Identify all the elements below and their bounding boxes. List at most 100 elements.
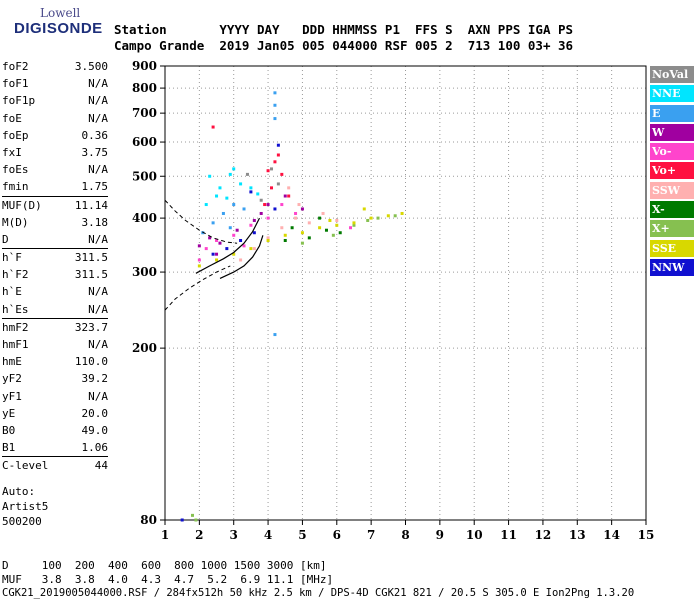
y-tick-label: 500 (132, 169, 157, 183)
param-value: 49.0 (81, 423, 109, 437)
scatter-point-vo- (211, 125, 215, 129)
param-row-foe: foE N/A (2, 110, 110, 127)
param-value: N/A (88, 338, 108, 351)
param-value: 3.75 (81, 145, 109, 159)
param-value: 110.0 (74, 355, 108, 369)
scatter-point-x- (283, 238, 287, 242)
param-name: foE (2, 111, 22, 125)
scatter-point-ssw (335, 218, 339, 222)
param-value: 0.36 (81, 128, 109, 142)
scatter-point-vo- (276, 153, 280, 157)
scatter-point-ssw (266, 236, 270, 240)
scatter-point-nne (208, 174, 212, 178)
param-value: N/A (88, 111, 108, 125)
scatter-point-sse (335, 223, 339, 227)
scatter-point-vo- (270, 186, 274, 190)
scatter-point-x- (190, 513, 194, 517)
param-value: 311.5 (74, 268, 108, 282)
scatter-point-vo- (242, 244, 246, 248)
scatter-point-e (242, 207, 246, 211)
scatter-point-nne (239, 182, 243, 186)
param-value: N/A (88, 232, 108, 246)
param-name: D (2, 232, 9, 246)
digisonde-logo: Lowell DIGISONDE (4, 6, 104, 50)
scatter-point-noval (259, 198, 263, 202)
dashed-trace-lower (164, 265, 231, 311)
scatter-point-x- (376, 216, 380, 220)
param-row-hmf2: hmF2 323.7 (2, 319, 110, 336)
scatter-point-vo- (232, 233, 236, 237)
scatter-point-vo- (197, 258, 201, 262)
legend-item-nnw: NNW (650, 258, 694, 276)
scatter-point-sse (283, 233, 287, 237)
legend-item-noval: NoVal (650, 66, 694, 83)
auto-artist: Artist5 (2, 500, 49, 513)
scatter-point-sse (249, 247, 253, 251)
param-name: foF2 (2, 60, 29, 73)
scatter-point-sse (362, 207, 366, 211)
scatter-point-vo- (266, 216, 270, 220)
param-row-hmf1: hmF1 N/A (2, 336, 110, 353)
scatter-point-vo- (280, 172, 284, 176)
param-name: h`F2 (2, 268, 29, 282)
scatter-point-e (273, 117, 277, 121)
scatter-point-sse (386, 214, 390, 218)
scatter-point-nne (215, 194, 219, 198)
scatter-point-sse (318, 226, 322, 230)
scatter-point-sse (328, 218, 332, 222)
scatter-point-x- (331, 233, 335, 237)
x-tick-label: 15 (638, 528, 655, 542)
param-value: N/A (88, 389, 108, 403)
header-values: Campo Grande 2019 Jan05 005 044000 RSF 0… (114, 38, 574, 53)
footer-distance-row: D 100 200 400 600 800 1000 1500 3000 [km… (2, 559, 327, 572)
legend-item-x-: X- (650, 201, 694, 219)
x-tick-label: 7 (367, 528, 375, 542)
autoscaling-info: Auto: Artist5 500200 (2, 484, 48, 529)
param-row-b0: B0 49.0 (2, 422, 110, 439)
param-separator (2, 195, 108, 197)
param-name: foF1p (2, 94, 36, 108)
dashed-trace-upper (164, 199, 238, 244)
x-tick-label: 12 (535, 528, 552, 542)
param-name: h`E (2, 285, 22, 299)
scatter-point-sse (266, 238, 270, 242)
y-tick-label: 700 (132, 106, 157, 120)
y-tick-label: 80 (140, 513, 157, 527)
x-tick-label: 14 (603, 528, 620, 542)
scatter-point-sse (232, 252, 236, 256)
param-row-foes: foEs N/A (2, 161, 110, 178)
scatter-point-e (273, 91, 277, 95)
legend-item-ssw: SSW (650, 181, 694, 199)
x-tick-label: 4 (264, 528, 272, 542)
scatter-point-sse (197, 264, 201, 268)
x-tick-label: 2 (195, 528, 203, 542)
scatter-point-w (252, 218, 256, 222)
param-row-fof1p: foF1p N/A (2, 92, 110, 109)
scatter-point-e (273, 103, 277, 107)
scatter-point-nnw (225, 247, 229, 251)
scatter-point-x- (307, 236, 311, 240)
scatter-point-ssw (239, 258, 243, 262)
scatter-point-nne (232, 167, 236, 171)
scatter-point-w (208, 236, 212, 240)
scatter-point-sse (400, 211, 404, 215)
scatter-point-nne (228, 172, 232, 176)
auto-label: Auto: (2, 485, 36, 498)
scatter-point-vo- (287, 194, 291, 198)
scatter-point-nne (204, 203, 208, 207)
param-name: fmin (2, 180, 29, 194)
y-tick-label: 200 (132, 341, 157, 355)
scatter-point-e (201, 231, 205, 235)
param-row-yf2: yF2 39.2 (2, 370, 110, 387)
scatter-point-sse (352, 221, 356, 225)
scatter-point-x- (318, 216, 322, 220)
scatter-point-x- (393, 214, 397, 218)
param-name: hmF1 (2, 338, 29, 351)
scatter-point-ssw (287, 186, 291, 190)
scatter-point-nnw (211, 252, 215, 256)
param-name: foEp (2, 128, 29, 142)
legend-item-vo-: Vo+ (650, 162, 694, 180)
x-tick-label: 11 (500, 528, 517, 542)
param-value: 20.0 (81, 406, 109, 420)
param-value: 44 (94, 459, 108, 473)
